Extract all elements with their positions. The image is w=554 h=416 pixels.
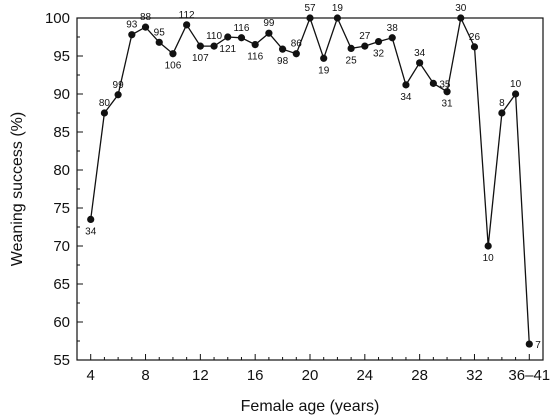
data-point <box>196 42 204 50</box>
data-point <box>292 50 300 58</box>
y-tick-label: 95 <box>53 48 70 65</box>
data-point <box>210 42 218 50</box>
data-point <box>498 109 506 117</box>
data-label: 116 <box>247 52 263 63</box>
data-label: 7 <box>535 340 541 351</box>
data-points <box>87 14 533 348</box>
x-tick-label: 20 <box>302 367 319 384</box>
data-label: 8 <box>499 98 505 109</box>
data-label: 32 <box>373 49 385 60</box>
data-point <box>333 14 342 22</box>
y-tick-label: 80 <box>53 162 70 179</box>
data-label: 99 <box>263 18 275 29</box>
data-label: 80 <box>99 98 111 109</box>
x-tick-label: 8 <box>141 367 149 384</box>
data-point <box>306 14 314 22</box>
data-label: 57 <box>304 3 316 14</box>
data-label: 93 <box>126 20 138 31</box>
data-label: 34 <box>414 48 426 59</box>
y-tick-label: 65 <box>53 276 70 293</box>
data-point <box>265 29 273 37</box>
data-label: 10 <box>483 253 495 264</box>
plot-frame <box>76 17 544 361</box>
data-label: 26 <box>469 32 481 43</box>
data-label: 34 <box>85 226 97 237</box>
data-point <box>128 31 136 39</box>
data-point <box>141 23 150 31</box>
y-tick-label: 75 <box>53 200 70 217</box>
y-tick-label: 60 <box>53 314 70 331</box>
data-label: 10 <box>510 79 522 90</box>
data-label: 99 <box>113 80 125 91</box>
y-axis-label: Weaning success (%) <box>9 112 26 266</box>
x-tick-label: 28 <box>411 367 428 384</box>
data-point <box>183 21 191 29</box>
y-tick-label: 70 <box>53 238 70 255</box>
data-label: 27 <box>359 31 371 42</box>
series-line <box>90 15 530 345</box>
data-label: 38 <box>387 23 399 34</box>
data-label: 35 <box>439 79 451 90</box>
data-point <box>402 81 410 89</box>
x-axis-label: Female age (years) <box>241 398 380 415</box>
data-point <box>155 38 163 46</box>
data-label: 88 <box>140 12 152 23</box>
y-tick-label: 90 <box>53 86 70 103</box>
data-label: 19 <box>318 65 330 76</box>
x-tick-label: 4 <box>87 367 95 384</box>
data-label: 19 <box>332 3 344 14</box>
y-tick-label: 55 <box>53 352 70 369</box>
x-tick-label: 32 <box>466 367 483 384</box>
y-tick-label: 85 <box>53 124 70 141</box>
data-point <box>87 215 95 223</box>
data-point <box>237 34 246 42</box>
y-tick-label: 100 <box>45 10 70 27</box>
x-tick-label: 16 <box>247 367 264 384</box>
data-label: 106 <box>165 61 182 72</box>
data-label: 98 <box>277 56 289 67</box>
axis-ticks <box>76 17 544 361</box>
data-label: 30 <box>455 3 467 14</box>
y-tick-labels: 55 60 65 70 75 80 85 90 95 100 <box>45 10 70 369</box>
data-point <box>416 59 424 67</box>
data-label: 107 <box>192 53 209 64</box>
data-label: 121 <box>219 44 236 55</box>
data-point <box>320 54 328 62</box>
data-label: 34 <box>400 92 412 103</box>
x-tick-label: 24 <box>356 367 373 384</box>
x-tick-label: 12 <box>192 367 209 384</box>
data-label: 25 <box>346 55 358 66</box>
data-labels: 3480999388951061121071101211161169998865… <box>85 3 541 351</box>
data-label: 116 <box>233 23 249 34</box>
data-label: 95 <box>154 27 166 38</box>
data-label: 112 <box>179 10 195 21</box>
data-point <box>511 90 520 98</box>
data-point <box>347 44 355 53</box>
data-point <box>388 34 396 42</box>
data-point <box>251 41 259 49</box>
data-point <box>278 45 287 53</box>
data-point <box>429 79 437 87</box>
data-point <box>525 340 533 348</box>
data-point <box>224 33 232 41</box>
data-label: 110 <box>206 31 222 42</box>
data-label: 31 <box>441 99 453 110</box>
data-point <box>457 14 465 22</box>
x-tick-label: 36–41 <box>508 367 550 384</box>
data-label: 86 <box>291 39 303 50</box>
data-point <box>114 91 122 99</box>
data-point <box>443 88 451 96</box>
data-point <box>374 37 383 46</box>
data-point <box>484 242 492 250</box>
data-point <box>100 109 109 117</box>
data-point <box>169 50 177 58</box>
data-point <box>361 42 369 50</box>
x-tick-labels: 4 8 12 16 20 24 28 32 36–41 <box>87 367 551 384</box>
data-point <box>470 43 479 51</box>
